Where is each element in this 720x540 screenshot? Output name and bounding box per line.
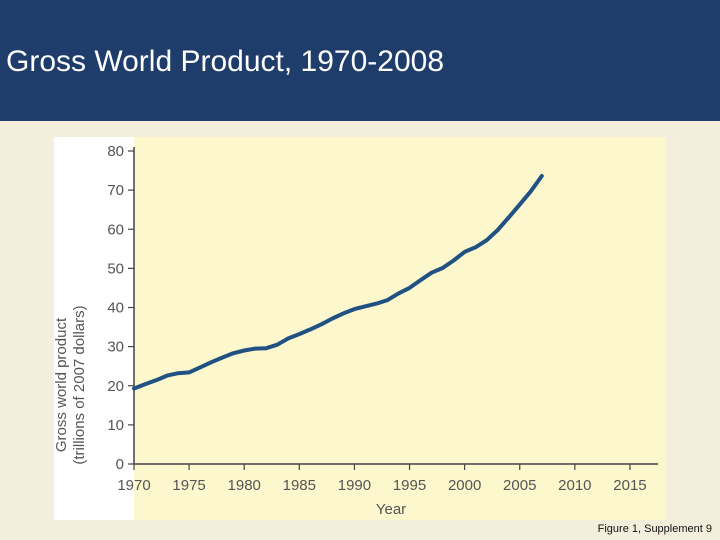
y-axis-label: Gross world product — [54, 317, 70, 452]
y-tick-label: 40 — [107, 300, 124, 317]
x-tick-label: 2015 — [613, 477, 646, 494]
figure-caption: Figure 1, Supplement 9 — [597, 523, 712, 535]
x-tick-label: 1970 — [117, 477, 150, 494]
title-banner: Gross World Product, 1970-2008 — [0, 0, 720, 121]
x-tick-label: 1985 — [283, 477, 316, 494]
series-line-gwp — [132, 174, 544, 391]
x-tick-label: 1990 — [338, 477, 371, 494]
x-tick-label: 1980 — [228, 477, 261, 494]
x-tick-label: 2005 — [503, 477, 536, 494]
y-tick-label: 10 — [107, 417, 124, 434]
x-tick-label: 2000 — [448, 477, 481, 494]
y-tick-label: 30 — [107, 339, 124, 356]
gwp-line-chart: 0 10 20 30 40 50 60 70 80 1970 1975 1980 1985 1990 199… — [54, 137, 666, 520]
x-tick-label: 1975 — [172, 477, 205, 494]
page-title: Gross World Product, 1970-2008 — [6, 45, 445, 78]
y-axis-sublabel: (trillions of 2007 dollars) — [71, 305, 88, 464]
y-tick-label: 70 — [107, 182, 124, 199]
y-tick-label: 80 — [107, 143, 124, 160]
x-axis-label: Year — [376, 501, 406, 518]
x-tick-label: 1995 — [393, 477, 426, 494]
y-tick-label: 0 — [116, 456, 124, 473]
y-tick-label: 60 — [107, 221, 124, 238]
plot-area — [134, 137, 666, 520]
y-tick-label: 20 — [107, 378, 124, 395]
y-tick-label: 50 — [107, 260, 124, 277]
x-tick-label: 2010 — [558, 477, 591, 494]
chart-panel: 0 10 20 30 40 50 60 70 80 1970 1975 1980 1985 1990 199… — [54, 137, 666, 520]
